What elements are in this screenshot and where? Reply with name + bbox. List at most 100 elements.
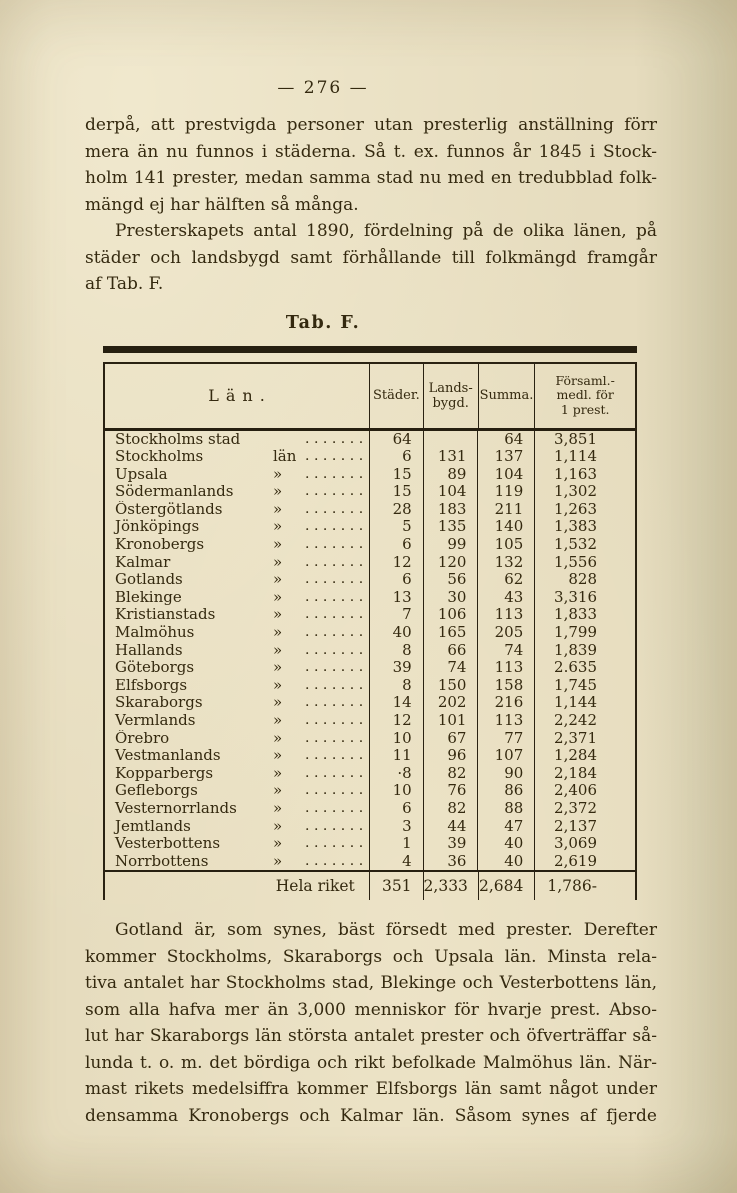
county-name: Örebro xyxy=(115,729,170,747)
cell-county: Stockholms län ..................... xyxy=(105,448,370,466)
cell-summa: 104 xyxy=(478,465,536,484)
dot-leader: ..................... xyxy=(305,448,365,465)
dot-leader: ..................... xyxy=(305,712,365,728)
cell-medl: 1,745 xyxy=(554,675,597,694)
cell-county: Östergötlands » ..................... xyxy=(105,500,370,519)
cell-stader: 5 xyxy=(370,518,424,537)
cell-landsbygd: 120 xyxy=(424,553,479,572)
cell-medl: 2,242 xyxy=(554,711,597,729)
table-row: Stockholms län ..................... 6 1… xyxy=(105,447,635,466)
table-row: Jönköpings » ..................... 5 135… xyxy=(105,518,635,537)
table-row: Kalmar » ..................... 12 120 13… xyxy=(105,553,635,572)
cell-landsbygd: 39 xyxy=(424,835,479,853)
ditto-mark: län xyxy=(273,448,297,466)
col-header-landsbygd: Lands- bygd. xyxy=(424,363,479,428)
ditto-mark: » xyxy=(273,571,283,589)
cell-medl: 2,372 xyxy=(554,798,597,817)
ditto-mark: » xyxy=(273,536,283,554)
cell-medl: 2.635 xyxy=(554,658,597,677)
cell-landsbygd: 30 xyxy=(424,588,479,607)
body-text: derpå, att prestvigda personer utan pres… xyxy=(85,112,657,1129)
cell-summa: 132 xyxy=(478,553,536,572)
county-name: Vesternorrlands xyxy=(115,799,237,817)
ditto-mark: » xyxy=(273,729,283,747)
ditto-mark: » xyxy=(273,465,283,483)
cell-stader: ·8 xyxy=(370,764,424,783)
cell-stader: 15 xyxy=(370,465,424,484)
cell-summa: 43 xyxy=(478,588,536,607)
county-name: Elfsborgs xyxy=(115,676,188,694)
dot-leader: ..................... xyxy=(305,518,365,535)
cell-medl: 2,184 xyxy=(554,763,597,782)
cell-summa: 62 xyxy=(478,571,536,589)
county-name: Södermanlands xyxy=(115,483,234,501)
cell-county: Kopparbergs » ..................... xyxy=(105,764,370,783)
cell-summa: 64 xyxy=(478,430,536,449)
county-name: Jemtlands xyxy=(115,817,191,835)
county-name: Vestmanlands xyxy=(115,747,221,765)
cell-landsbygd: 101 xyxy=(424,711,479,730)
dot-leader: ..................... xyxy=(305,641,365,658)
dot-leader: ..................... xyxy=(305,852,365,869)
cell-landsbygd: 99 xyxy=(424,535,479,554)
col-header-medl: Församl.- medl. för 1 prest. xyxy=(555,372,615,417)
ditto-mark: » xyxy=(273,500,283,518)
cell-medl: 1,833 xyxy=(554,605,597,624)
county-name: Upsala xyxy=(115,465,168,483)
cell-stader: 6 xyxy=(370,447,424,466)
text-line: lunda t. o. m. det bördiga och rikt befo… xyxy=(85,1052,657,1073)
text-line: mast rikets medelsiffra kommer Elfsborgs… xyxy=(85,1079,657,1100)
table-row: Jemtlands » ..................... 3 44 4… xyxy=(105,817,635,836)
cell-county: Norrbottens » ..................... xyxy=(105,852,370,871)
dot-leader: ..................... xyxy=(305,465,365,482)
col-header-lan: Län. xyxy=(105,363,370,428)
cell-medl: 828 xyxy=(568,570,597,589)
cell-medl: 1,532 xyxy=(554,535,597,554)
cell-stader: 8 xyxy=(370,676,424,695)
cell-landsbygd xyxy=(424,430,479,449)
cell-landsbygd: 74 xyxy=(424,659,479,677)
ditto-mark: » xyxy=(273,852,283,870)
cell-medl: 1,284 xyxy=(554,746,597,765)
cell-landsbygd: 76 xyxy=(424,782,479,800)
ditto-mark: » xyxy=(273,483,283,501)
cell-summa: 113 xyxy=(478,711,536,730)
text-line: städer och landsbygd samt förhållande ti… xyxy=(85,247,657,268)
ditto-mark: » xyxy=(273,694,283,712)
table-row: Örebro » ..................... 10 67 77 … xyxy=(105,729,635,748)
table-title: Tab. F. xyxy=(285,312,361,333)
ditto-mark: » xyxy=(273,835,283,853)
cell-stader: 10 xyxy=(370,729,424,748)
cell-stader: 15 xyxy=(370,483,424,501)
cell-county: Malmöhus » ..................... xyxy=(105,624,370,642)
county-name: Östergötlands xyxy=(115,500,223,518)
county-name: Gefleborgs xyxy=(115,782,198,800)
cell-county: Örebro » ..................... xyxy=(105,729,370,748)
text-line: Presterskapets antal 1890, fördelning på… xyxy=(115,221,657,241)
cell-stader: 6 xyxy=(370,571,424,589)
cell-county: Blekinge » ..................... xyxy=(105,588,370,607)
table-total-row: Hela riket 351 2,333 2,684 1,786- xyxy=(105,870,635,901)
county-name: Kalmar xyxy=(115,553,171,571)
cell-stader: 8 xyxy=(370,641,424,660)
cell-medl: 2,406 xyxy=(554,781,597,800)
text-line: tiva antalet har Stockholms stad, Blekin… xyxy=(85,973,657,994)
text-line: af Tab. F. xyxy=(85,274,164,294)
text-line: mängd ej har hälften så många. xyxy=(85,194,359,215)
cell-summa: 86 xyxy=(478,782,536,800)
cell-landsbygd: 183 xyxy=(424,500,479,519)
cell-medl: 3,851 xyxy=(554,429,597,448)
table-row: Södermanlands » ..................... 15… xyxy=(105,483,635,501)
table-row: Kristianstads » ..................... 7 … xyxy=(105,605,635,625)
cell-medl: 3,069 xyxy=(554,834,597,853)
ditto-mark: » xyxy=(273,588,283,606)
dot-leader: ..................... xyxy=(305,764,365,781)
cell-summa: 88 xyxy=(478,799,536,818)
paragraph-top: derpå, att prestvigda personer utan pres… xyxy=(85,112,657,218)
cell-summa: 40 xyxy=(478,835,536,853)
ditto-mark: » xyxy=(273,606,283,624)
dot-leader: ..................... xyxy=(305,817,365,834)
cell-county: Vermlands » ..................... xyxy=(105,712,370,730)
table-row: Göteborgs » ..................... 39 74 … xyxy=(105,659,635,677)
county-name: Malmöhus xyxy=(115,624,195,642)
